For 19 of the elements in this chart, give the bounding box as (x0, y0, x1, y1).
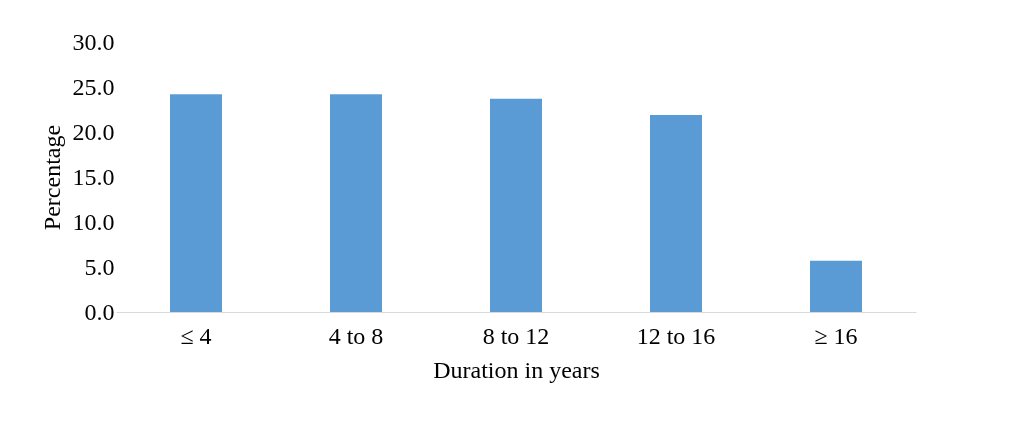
x-tick-label: ≤ 4 (180, 322, 212, 349)
x-tick-label: 8 to 12 (482, 322, 550, 349)
bar (810, 260, 862, 312)
y-tick-label: 15.0 (72, 163, 115, 190)
y-tick-label: 20.0 (72, 118, 115, 145)
x-tick-label: 12 to 16 (636, 322, 716, 349)
y-tick-label: 5.0 (84, 253, 115, 280)
bar (330, 94, 382, 312)
bar (650, 114, 702, 312)
x-tick-label: 4 to 8 (328, 322, 384, 349)
x-tick-label: ≥ 16 (814, 322, 858, 349)
bar (170, 94, 222, 312)
y-tick-label: 25.0 (72, 73, 115, 100)
y-tick-label: 0.0 (84, 298, 115, 325)
y-tick-label: 10.0 (72, 208, 115, 235)
x-axis-title: Duration in years (433, 356, 600, 383)
bar (490, 98, 542, 312)
y-axis-title: Percentage (38, 124, 65, 231)
y-tick-label: 30.0 (72, 28, 115, 55)
